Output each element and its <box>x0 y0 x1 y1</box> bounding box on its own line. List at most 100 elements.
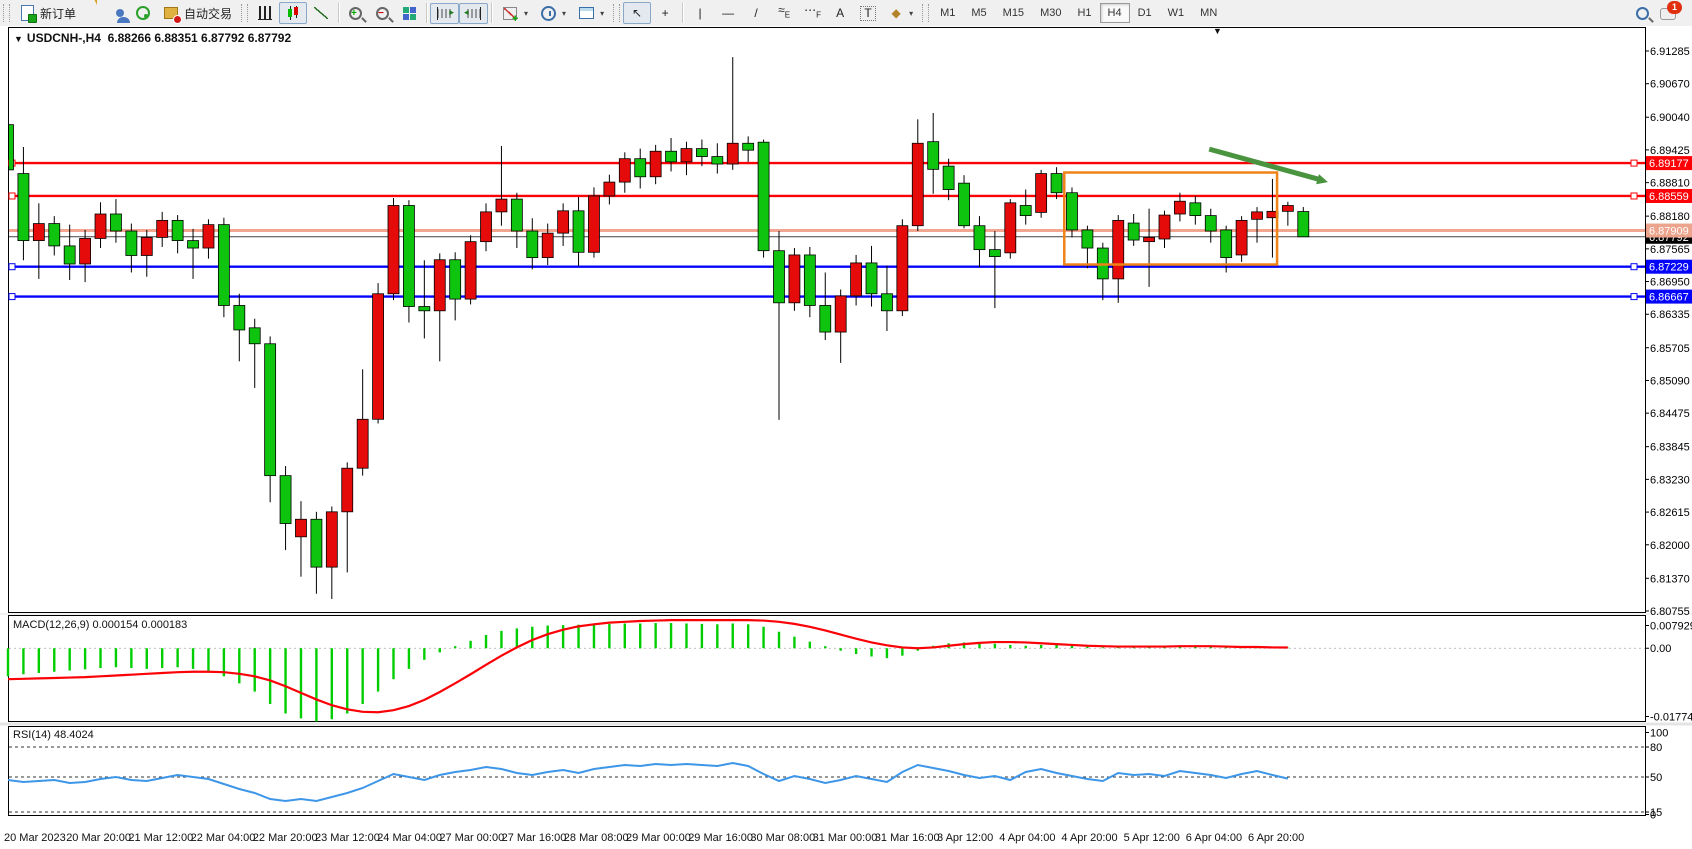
candle-body <box>1189 202 1202 216</box>
toolbar-grip[interactable] <box>3 4 10 22</box>
svg-text:6.86667: 6.86667 <box>1649 292 1689 304</box>
search-icon[interactable] <box>1636 6 1649 20</box>
chat-button[interactable]: 1 <box>1660 1 1682 21</box>
line-handle[interactable] <box>1630 159 1638 167</box>
timeframe-m30-button[interactable]: M30 <box>1040 7 1062 19</box>
timeframe-m15-button[interactable]: M15 <box>1002 7 1025 19</box>
auto-scroll-button[interactable] <box>430 2 460 24</box>
candle-body <box>1235 219 1248 256</box>
periods-button[interactable]: ▾ <box>534 2 572 25</box>
time-label: 22 Mar 04:00 <box>190 832 256 844</box>
crosshair-tool-button[interactable]: + <box>651 2 679 24</box>
price-axis[interactable]: 6.91285 6.90670 6.90040 6.89425 6.88810 6.881… <box>1645 46 1690 618</box>
toolbar-grip[interactable] <box>241 4 249 22</box>
candle-body <box>834 295 847 333</box>
cursor-icon: ↖ <box>632 6 643 20</box>
zoom-in-button[interactable]: + <box>342 3 369 24</box>
timeframe-h4-button[interactable]: H4 <box>1099 3 1130 23</box>
candle-body <box>988 249 1001 257</box>
candles <box>9 57 1310 600</box>
hline-blue-6.87229[interactable] <box>8 263 1645 271</box>
panel-splitter[interactable] <box>0 722 1692 726</box>
trendline-tool-button[interactable]: / <box>742 2 770 24</box>
svg-text:6.87909: 6.87909 <box>1649 226 1689 238</box>
shapes-tool-button[interactable]: ◆ ▾ <box>882 2 919 24</box>
horizontal-line-tool-button[interactable]: — <box>714 2 742 24</box>
hline-red-6.88559[interactable] <box>8 192 1645 200</box>
cursor-tool-button[interactable]: ↖ <box>623 2 652 24</box>
text-label-tool-button[interactable]: T <box>854 3 882 24</box>
candle-body <box>17 173 30 241</box>
timeframe-m5-button[interactable]: M5 <box>971 7 987 19</box>
person-chart-icon <box>116 9 131 23</box>
candle-body <box>32 223 45 241</box>
market-button[interactable] <box>110 5 131 23</box>
styler-button[interactable] <box>82 0 110 24</box>
candle-body <box>911 142 924 227</box>
line-handle[interactable] <box>1630 263 1638 271</box>
chart-title-symbol: USDCNH-,H4 <box>26 31 101 45</box>
timeframe-w1-button[interactable]: W1 <box>1167 7 1185 19</box>
candle-body <box>881 293 893 312</box>
chart-area[interactable]: 6.91285 6.90670 6.90040 6.89425 6.88810 6.881… <box>0 26 1692 849</box>
text-tool-button[interactable]: A <box>826 2 854 24</box>
chart-shift-button[interactable] <box>459 2 489 24</box>
equidistant-channel-button[interactable]: ≈E <box>770 0 798 27</box>
rsi-axis-label: 50 <box>1650 772 1662 784</box>
hline-blue-6.86667[interactable] <box>8 293 1645 301</box>
candle-body <box>665 150 677 163</box>
fibonacci-tool-button[interactable]: ⋯F <box>798 0 826 27</box>
time-label: 31 Mar 16:00 <box>874 832 940 844</box>
time-label: 28 Mar 08:00 <box>563 832 629 844</box>
shift-marker-icon[interactable]: ▼ <box>1213 26 1222 36</box>
indicators-button[interactable]: ▾ <box>495 2 534 25</box>
chart-menu-triangle-icon[interactable]: ▼ <box>14 34 23 44</box>
panel-splitter[interactable] <box>0 613 1692 615</box>
candle-body <box>1066 192 1078 231</box>
macd-panel[interactable] <box>8 615 1646 722</box>
zoom-out-button[interactable]: − <box>369 3 396 24</box>
price-tick-label: 6.86335 <box>1650 309 1690 321</box>
line-handle[interactable] <box>1630 293 1638 301</box>
timeframe-h1-button[interactable]: H1 <box>1077 7 1092 19</box>
horizontal-line-icon: — <box>722 6 735 20</box>
line-handle[interactable] <box>8 293 16 301</box>
line-handle[interactable] <box>1630 192 1638 200</box>
toolbar-grip[interactable] <box>613 4 621 22</box>
price-tick-label: 6.88180 <box>1650 211 1690 223</box>
time-label: 4 Apr 04:00 <box>999 832 1056 844</box>
macd-label: MACD(12,26,9) 0.000154 0.000183 <box>13 619 188 631</box>
price-tick-label: 6.87565 <box>1650 244 1690 256</box>
trend-arrow-annotation[interactable] <box>1208 146 1328 185</box>
price-tick-label: 6.85090 <box>1650 375 1690 387</box>
candle-body <box>418 306 431 312</box>
candle-body <box>572 210 585 253</box>
hline-price-badge: 6.87909 <box>1646 223 1692 238</box>
bar-chart-button[interactable] <box>251 2 279 24</box>
consolidation-box-annotation[interactable] <box>1063 171 1279 266</box>
time-label: 24 Mar 04:00 <box>377 832 443 844</box>
line-handle[interactable] <box>8 263 16 271</box>
rsi-panel[interactable] <box>8 726 1646 816</box>
hline-price-badge: 6.86667 <box>1646 289 1692 304</box>
candle-body <box>696 148 708 157</box>
vertical-line-tool-button[interactable]: | <box>686 2 714 24</box>
new-order-button[interactable]: 新订单 <box>13 2 82 25</box>
zoom-in-icon: + <box>349 6 363 20</box>
signals-button[interactable] <box>130 2 156 24</box>
toolbar-grip[interactable] <box>922 4 930 22</box>
time-label: 21 Mar 12:00 <box>128 832 194 844</box>
templates-button[interactable]: ▾ <box>572 2 610 24</box>
line-handle[interactable] <box>8 192 16 200</box>
timeframe-m1-button[interactable]: M1 <box>940 7 956 19</box>
candle-body <box>495 198 508 213</box>
timeframe-mn-button[interactable]: MN <box>1200 7 1218 19</box>
candlestick-chart-button[interactable] <box>279 2 308 24</box>
price-tick-label: 6.89425 <box>1650 145 1690 157</box>
auto-trading-button[interactable]: 自动交易 <box>156 2 238 25</box>
chart-canvas[interactable]: 6.91285 6.90670 6.90040 6.89425 6.88810 6.881… <box>0 26 1692 849</box>
timeframe-d1-button[interactable]: D1 <box>1137 7 1152 19</box>
tile-windows-button[interactable] <box>396 3 423 24</box>
line-chart-button[interactable] <box>307 2 335 24</box>
candle-body <box>1204 215 1217 232</box>
